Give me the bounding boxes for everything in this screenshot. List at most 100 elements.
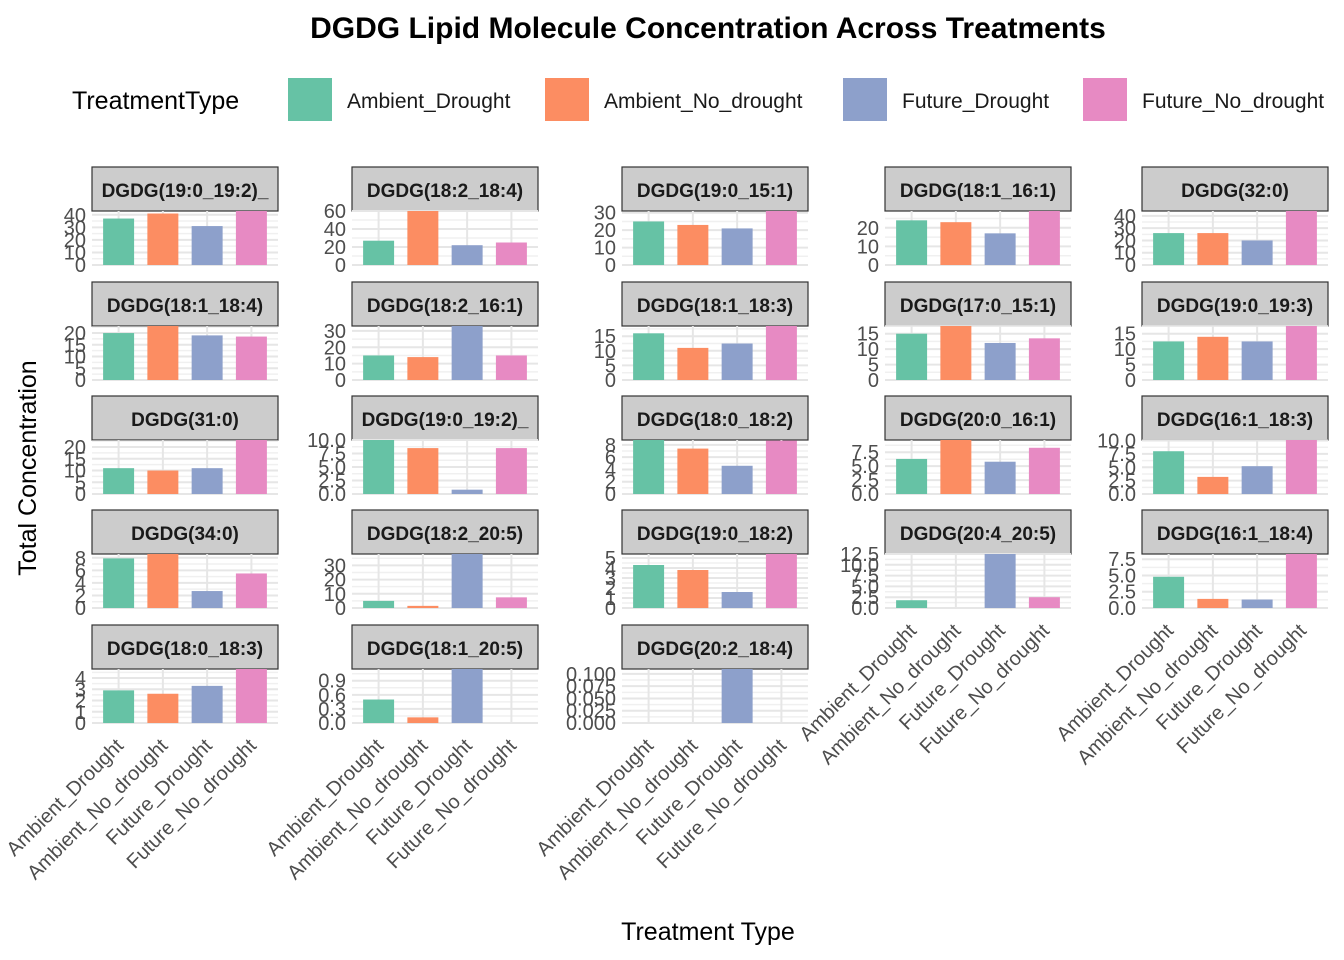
facet-strip-label: DGDG(18:1_18:3) — [637, 296, 793, 317]
y-tick-label: 30 — [64, 217, 86, 239]
y-tick-label: 0 — [75, 370, 86, 392]
y-tick-label: 10 — [64, 461, 86, 483]
y-tick-label: 0.3 — [318, 699, 346, 721]
bar — [1197, 233, 1229, 265]
facet-strip-label: DGDG(31:0) — [131, 410, 239, 431]
y-tick-label: 2.5 — [851, 587, 879, 609]
bar — [147, 213, 179, 265]
y-tick-label: 15 — [1114, 324, 1136, 346]
y-tick-label: 2.5 — [851, 470, 879, 492]
y-tick-label: 10 — [857, 339, 879, 361]
y-tick-label: 6 — [605, 447, 616, 469]
bar — [1028, 597, 1060, 608]
bar — [363, 240, 395, 265]
bar — [765, 440, 797, 494]
y-tick-label: 0 — [605, 484, 616, 506]
y-tick-label: 10.0 — [840, 555, 879, 577]
bar — [677, 448, 709, 494]
facet-strip — [621, 166, 809, 212]
y-tick-label: 0.000 — [566, 713, 616, 735]
y-tick-label: 0 — [75, 713, 86, 735]
y-tick-label: 15 — [64, 335, 86, 357]
legend-key — [1083, 78, 1127, 121]
bar — [633, 333, 665, 380]
bar — [633, 565, 665, 608]
facet-strip — [884, 395, 1072, 441]
bar — [495, 242, 527, 265]
y-tick-label: 0.6 — [318, 685, 346, 707]
bar — [721, 228, 753, 265]
y-tick-label: 0.0 — [318, 484, 346, 506]
facet-strip — [351, 509, 539, 555]
facet-strip — [884, 509, 1072, 555]
y-tick-label: 7.5 — [318, 444, 346, 466]
bar — [407, 717, 439, 723]
y-tick-label: 0.9 — [318, 671, 346, 693]
bar — [103, 218, 135, 265]
y-tick-label: 4 — [75, 573, 86, 595]
y-tick-label: 0.0 — [851, 598, 879, 620]
y-tick-label: 40 — [324, 219, 346, 241]
legend: TreatmentType Ambient_Drought Ambient_No_… — [72, 78, 1324, 121]
y-tick-label: 5 — [1125, 355, 1136, 377]
bar — [1153, 576, 1185, 608]
facet-strip-label: DGDG(20:2_18:4) — [637, 639, 793, 660]
facet-strip-label: DGDG(16:1_18:3) — [1157, 410, 1313, 431]
y-tick-label: 2.5 — [1108, 471, 1136, 493]
facet-strip-label: DGDG(20:0_16:1) — [900, 410, 1056, 431]
legend-label: Ambient_Drought — [347, 90, 511, 113]
facet-strip — [1141, 509, 1329, 555]
y-tick-label: 0 — [335, 370, 346, 392]
y-tick-label: 30 — [594, 203, 616, 225]
facet-panel: DGDG(16:1_18:4)0.02.55.07.5Ambient_Droug… — [1053, 509, 1329, 769]
y-tick-label: 5 — [605, 548, 616, 570]
y-tick-label: 5 — [75, 358, 86, 380]
facet-strip — [351, 166, 539, 212]
bar — [721, 592, 753, 608]
y-tick-label: 15 — [594, 326, 616, 348]
bar — [765, 326, 797, 380]
y-tick-label: 20 — [324, 237, 346, 259]
y-tick-label: 40 — [1114, 206, 1136, 228]
bar — [191, 685, 223, 723]
y-tick-label: 20 — [64, 437, 86, 459]
bar — [103, 690, 135, 723]
y-tick-label: 7.5 — [851, 442, 879, 464]
y-tick-label: 20 — [324, 570, 346, 592]
y-tick-label: 10.0 — [1097, 431, 1136, 453]
y-tick-label: 20 — [1114, 230, 1136, 252]
bar — [407, 448, 439, 494]
facet-strip — [351, 624, 539, 670]
facet-strip — [621, 624, 809, 670]
y-tick-label: 5.0 — [851, 456, 879, 478]
y-tick-label: 0 — [605, 255, 616, 277]
bar — [896, 220, 928, 265]
y-tick-label: 3 — [75, 679, 86, 701]
facet-strip-label: DGDG(17:0_15:1) — [900, 296, 1056, 317]
legend-item: Future_No_drought — [1083, 78, 1324, 121]
legend-key — [843, 78, 887, 121]
y-tick-label: 0.100 — [566, 664, 616, 686]
bar — [191, 335, 223, 380]
y-tick-label: 0.0 — [1108, 598, 1136, 620]
y-tick-label: 20 — [64, 230, 86, 252]
y-tick-label: 2 — [605, 472, 616, 494]
facet-strip-label: DGDG(19:0_19:2)_ — [102, 181, 269, 202]
y-tick-label: 0 — [1125, 370, 1136, 392]
bar — [940, 222, 972, 265]
y-tick-label: 0 — [75, 484, 86, 506]
y-tick-label: 3 — [605, 568, 616, 590]
y-tick-label: 0.0 — [318, 713, 346, 735]
bar — [765, 211, 797, 265]
y-tick-label: 2 — [75, 691, 86, 713]
legend-item: Ambient_No_drought — [545, 78, 803, 121]
facet-strip — [884, 281, 1072, 327]
y-tick-label: 20 — [64, 323, 86, 345]
y-tick-label: 0.0 — [851, 484, 879, 506]
